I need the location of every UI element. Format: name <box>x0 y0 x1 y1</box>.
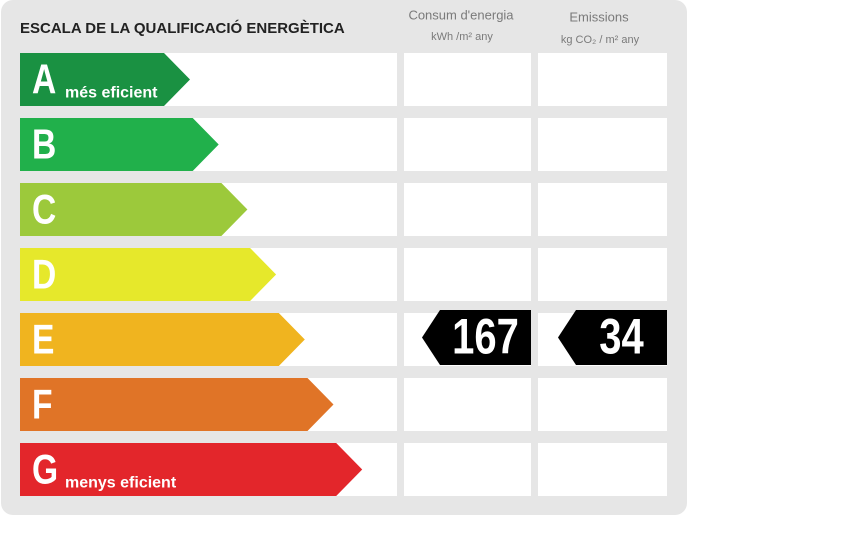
class-arrow <box>20 118 219 171</box>
value-cell <box>404 248 531 301</box>
class-arrow <box>20 443 363 496</box>
rating-arrow <box>422 310 531 365</box>
value-cell <box>404 53 531 106</box>
class-label: més eficient <box>65 85 158 102</box>
value-cell <box>404 443 531 496</box>
value-cell <box>538 118 667 171</box>
value-cell <box>404 378 531 431</box>
value-cell <box>404 183 531 236</box>
class-arrow <box>20 248 277 301</box>
class-letter: F <box>32 382 53 428</box>
column-label: Consum d'energia <box>408 7 514 22</box>
value-cell <box>538 378 667 431</box>
rating-value: 167 <box>452 308 519 364</box>
rating-arrow <box>558 310 667 365</box>
column-unit: kg CO₂ / m² any <box>561 34 640 46</box>
value-cell <box>404 118 531 171</box>
value-cell <box>538 53 667 106</box>
column-unit: kWh /m² any <box>431 31 493 43</box>
class-letter: C <box>32 187 56 233</box>
class-arrow <box>20 183 248 236</box>
value-cell <box>538 183 667 236</box>
title: ESCALA DE LA QUALIFICACIÓ ENERGÈTICA <box>20 19 345 37</box>
class-letter: G <box>32 447 58 493</box>
class-letter: B <box>32 122 56 168</box>
value-cell <box>538 443 667 496</box>
value-cell <box>538 248 667 301</box>
class-letter: A <box>32 57 56 103</box>
class-arrow <box>20 378 334 431</box>
class-letter: E <box>32 317 54 363</box>
class-arrow <box>20 53 190 106</box>
class-label: menys eficient <box>65 475 177 492</box>
class-letter: D <box>32 252 56 298</box>
class-arrow <box>20 313 305 366</box>
rating-value: 34 <box>599 308 643 364</box>
column-label: Emissions <box>569 9 629 24</box>
